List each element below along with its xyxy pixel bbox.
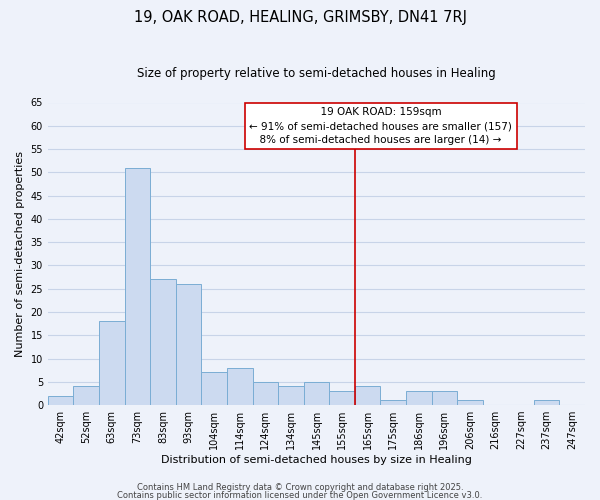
Text: 19, OAK ROAD, HEALING, GRIMSBY, DN41 7RJ: 19, OAK ROAD, HEALING, GRIMSBY, DN41 7RJ xyxy=(133,10,467,25)
Bar xyxy=(253,382,278,405)
Text: Contains HM Land Registry data © Crown copyright and database right 2025.: Contains HM Land Registry data © Crown c… xyxy=(137,484,463,492)
Bar xyxy=(125,168,150,405)
Bar xyxy=(73,386,99,405)
Bar xyxy=(48,396,73,405)
Text: Contains public sector information licensed under the Open Government Licence v3: Contains public sector information licen… xyxy=(118,490,482,500)
Bar xyxy=(406,391,431,405)
Bar xyxy=(202,372,227,405)
Bar xyxy=(329,391,355,405)
Text: 19 OAK ROAD: 159sqm  
← 91% of semi-detached houses are smaller (157)
  8% of se: 19 OAK ROAD: 159sqm ← 91% of semi-detach… xyxy=(250,107,512,145)
Bar xyxy=(457,400,482,405)
Title: Size of property relative to semi-detached houses in Healing: Size of property relative to semi-detach… xyxy=(137,68,496,80)
Y-axis label: Number of semi-detached properties: Number of semi-detached properties xyxy=(15,151,25,357)
Bar xyxy=(304,382,329,405)
Bar xyxy=(227,368,253,405)
Bar xyxy=(534,400,559,405)
Bar xyxy=(150,280,176,405)
Bar xyxy=(431,391,457,405)
Bar xyxy=(380,400,406,405)
Bar xyxy=(176,284,202,405)
Bar xyxy=(355,386,380,405)
X-axis label: Distribution of semi-detached houses by size in Healing: Distribution of semi-detached houses by … xyxy=(161,455,472,465)
Bar xyxy=(278,386,304,405)
Bar xyxy=(99,322,125,405)
